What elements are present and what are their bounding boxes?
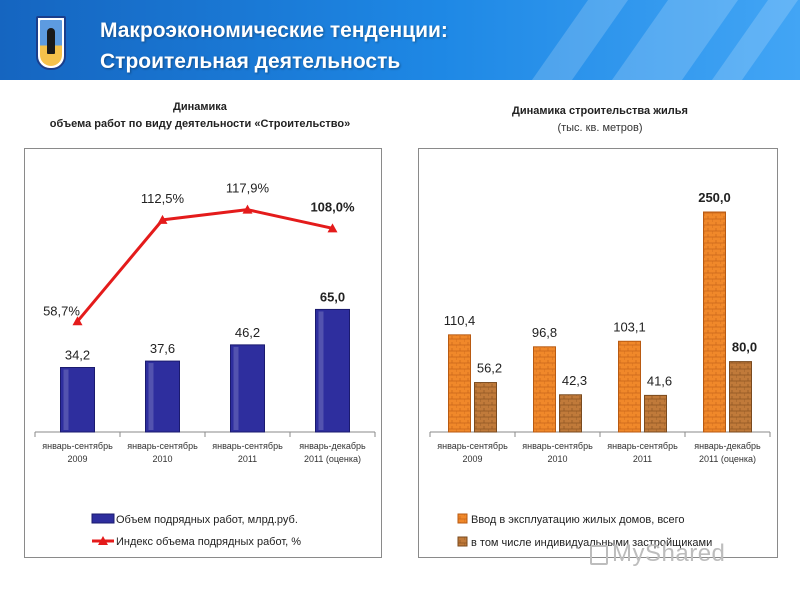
chart-2-legend-individual-swatch xyxy=(457,536,468,547)
chart-2-x-tick-label: 2009 xyxy=(462,454,482,464)
chart-1-bar xyxy=(315,308,350,433)
chart-1-line-label: 112,5% xyxy=(141,191,185,206)
chart-2-bar-individual xyxy=(474,382,497,433)
chart-1-bar-shine xyxy=(318,311,324,430)
chart-2-bar-individual xyxy=(729,361,752,433)
chart-1-title: Динамика xyxy=(173,101,227,113)
chart-1-line-point xyxy=(157,214,168,224)
presentation-board-icon xyxy=(590,545,608,565)
chart-1-bar xyxy=(230,344,265,433)
chart-2-bar-label: 41,6 xyxy=(647,373,672,388)
slide-title: Макроэкономические тенденции: xyxy=(100,19,448,42)
chart-2-title-line2: (тыс. кв. метров) xyxy=(557,122,643,134)
chart-1-bar-label: 46,2 xyxy=(235,325,260,340)
chart-1-line-label: 117,9% xyxy=(226,181,270,196)
chart-2-title: Динамика строительства жилья xyxy=(512,105,688,117)
header-banner: Макроэкономические тенденции: Строительн… xyxy=(0,0,800,80)
chart-1-legend-line: Индекс объема подрядных работ, % xyxy=(116,536,301,548)
chart-1-x-tick-label: январь-сентябрь xyxy=(127,441,198,451)
chart-1-bar-shine xyxy=(63,369,69,430)
chart-1-bar-shine xyxy=(148,363,154,430)
chart-2-bar-label: 110,4 xyxy=(444,313,476,328)
chart-2-bar-label: 103,1 xyxy=(613,319,646,334)
chart-1-x-tick-label: январь-декабрь xyxy=(299,441,366,451)
chart-1-bar xyxy=(60,367,95,433)
chart-2-bar-label: 56,2 xyxy=(477,361,502,376)
slide-subtitle: Строительная деятельность xyxy=(100,50,401,73)
chart-2-x-tick-label: январь-сентябрь xyxy=(607,441,678,451)
chart-1-index-line xyxy=(76,208,333,323)
chart-1-line-point xyxy=(72,316,83,326)
chart-1-bar-shine xyxy=(233,346,239,430)
chart-2-legend-total: Ввод в эксплуатацию жилых домов, всего xyxy=(471,514,685,526)
chart-2-bar-total xyxy=(618,340,641,433)
chart-1-x-tick-label: 2011 xyxy=(238,454,257,464)
chart-2-bar-label: 250,0 xyxy=(698,190,731,205)
chart-2-bar-total xyxy=(703,211,726,433)
chart-2-x-tick-label: 2011 xyxy=(633,454,652,464)
chart-1-x-tick-label: январь-сентябрь xyxy=(42,441,113,451)
coat-of-arms-icon xyxy=(36,16,66,70)
chart-1-line-point xyxy=(242,204,253,214)
chart-2-legend-individual: в том числе индивидуальными застройщикам… xyxy=(471,537,712,549)
chart-2-bar-individual xyxy=(644,394,667,433)
chart-1-line-label: 58,7% xyxy=(43,303,80,318)
watermark: MyShared xyxy=(612,540,726,567)
chart-1-legend-bar-swatch xyxy=(91,513,115,524)
chart-1-line-point xyxy=(327,223,338,233)
chart-2-x-tick-label: январь-сентябрь xyxy=(522,441,593,451)
chart-1-x-tick-label: 2011 (оценка) xyxy=(304,454,361,464)
chart-1-bar-label: 37,6 xyxy=(150,341,175,356)
chart-1-title-line2: объема работ по виду деятельности «Строи… xyxy=(49,118,351,130)
chart-2-bar-total xyxy=(448,334,471,433)
chart-1-legend-bar: Объем подрядных работ, млрд.руб. xyxy=(116,514,298,526)
chart-1-x-tick-label: 2010 xyxy=(152,454,172,464)
chart-2-x-tick-label: январь-сентябрь xyxy=(437,441,508,451)
chart-2-x-tick-label: 2010 xyxy=(547,454,567,464)
chart-1-x-tick-label: 2009 xyxy=(67,454,87,464)
chart-2-bar-label: 96,8 xyxy=(532,325,557,340)
chart-1-bar-label: 65,0 xyxy=(320,289,345,304)
chart-1-legend-line-marker xyxy=(98,536,108,545)
chart-2-x-tick-label: январь-декабрь xyxy=(694,441,761,451)
chart-1-x-tick-label: январь-сентябрь xyxy=(212,441,283,451)
chart-2-bar-total xyxy=(533,346,556,433)
chart-1-bar-label: 34,2 xyxy=(65,348,90,363)
chart-2-bar-label: 80,0 xyxy=(732,340,757,355)
chart-2-legend-total-swatch xyxy=(457,513,468,524)
chart-2-x-tick-label: 2011 (оценка) xyxy=(699,454,756,464)
chart-1-line-label: 108,0% xyxy=(310,199,355,214)
chart-2-bar-label: 42,3 xyxy=(562,373,587,388)
chart-2-bar-individual xyxy=(559,394,582,433)
chart-1-bar xyxy=(145,360,180,433)
